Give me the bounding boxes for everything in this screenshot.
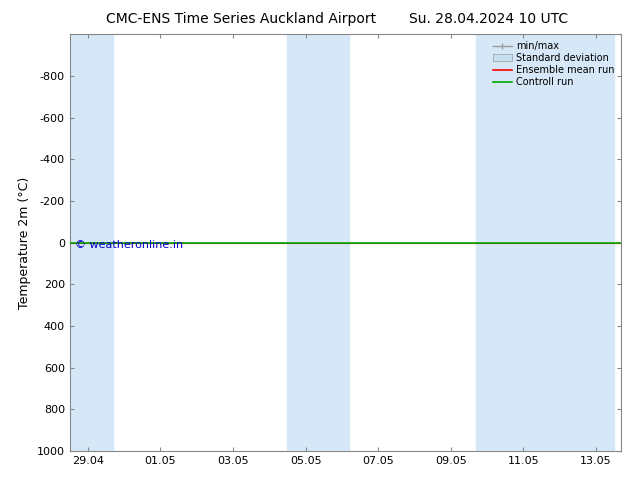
Legend: min/max, Standard deviation, Ensemble mean run, Controll run: min/max, Standard deviation, Ensemble me… <box>491 39 616 89</box>
Text: © weatheronline.in: © weatheronline.in <box>75 240 183 249</box>
Bar <box>476 34 614 451</box>
Text: CMC-ENS Time Series Auckland Airport: CMC-ENS Time Series Auckland Airport <box>106 12 376 26</box>
Y-axis label: Temperature 2m (°C): Temperature 2m (°C) <box>18 176 31 309</box>
Text: Su. 28.04.2024 10 UTC: Su. 28.04.2024 10 UTC <box>409 12 567 26</box>
Bar <box>70 34 113 451</box>
Bar <box>287 34 349 451</box>
